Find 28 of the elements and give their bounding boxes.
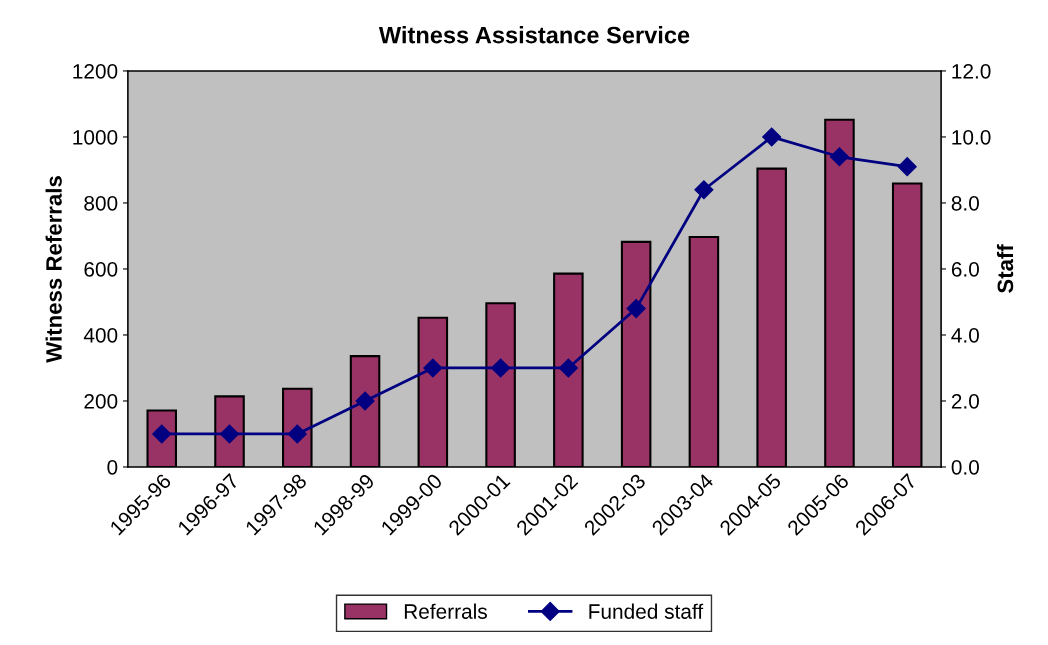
legend-label: Funded staff [589,603,704,619]
y2-tick-label: 0.0 [951,459,979,475]
point [694,180,714,200]
y2-tick-label: 4.0 [951,327,979,343]
y2-tick-label: 12.0 [952,63,991,79]
legend-label: Referrals [404,603,487,619]
y-tick-label: 600 [84,261,118,277]
point [626,299,646,319]
point [829,147,849,167]
point [762,127,782,147]
y2-tick-label: 10.0 [952,129,991,145]
y-tick-label: 400 [83,327,118,343]
y-tick-label: 800 [84,195,118,211]
point [423,358,443,378]
point [355,391,375,411]
point [897,157,917,177]
y-tick-label: 1000 [73,129,118,145]
y-tick-label: 200 [84,393,118,409]
chart-title: Witness Assistance Service [378,26,690,44]
y-tick-label: 1200 [73,63,118,79]
y2-tick-label: 6.0 [951,261,979,277]
y-axis-title: Witness Referrals [45,176,62,363]
y-tick-label: 0 [107,459,118,475]
y2-tick-label: 2.0 [951,393,979,409]
point [491,358,511,378]
y2-tick-label: 8.0 [951,195,979,211]
y2-axis-title: Staff [996,244,1014,294]
point [558,358,578,378]
